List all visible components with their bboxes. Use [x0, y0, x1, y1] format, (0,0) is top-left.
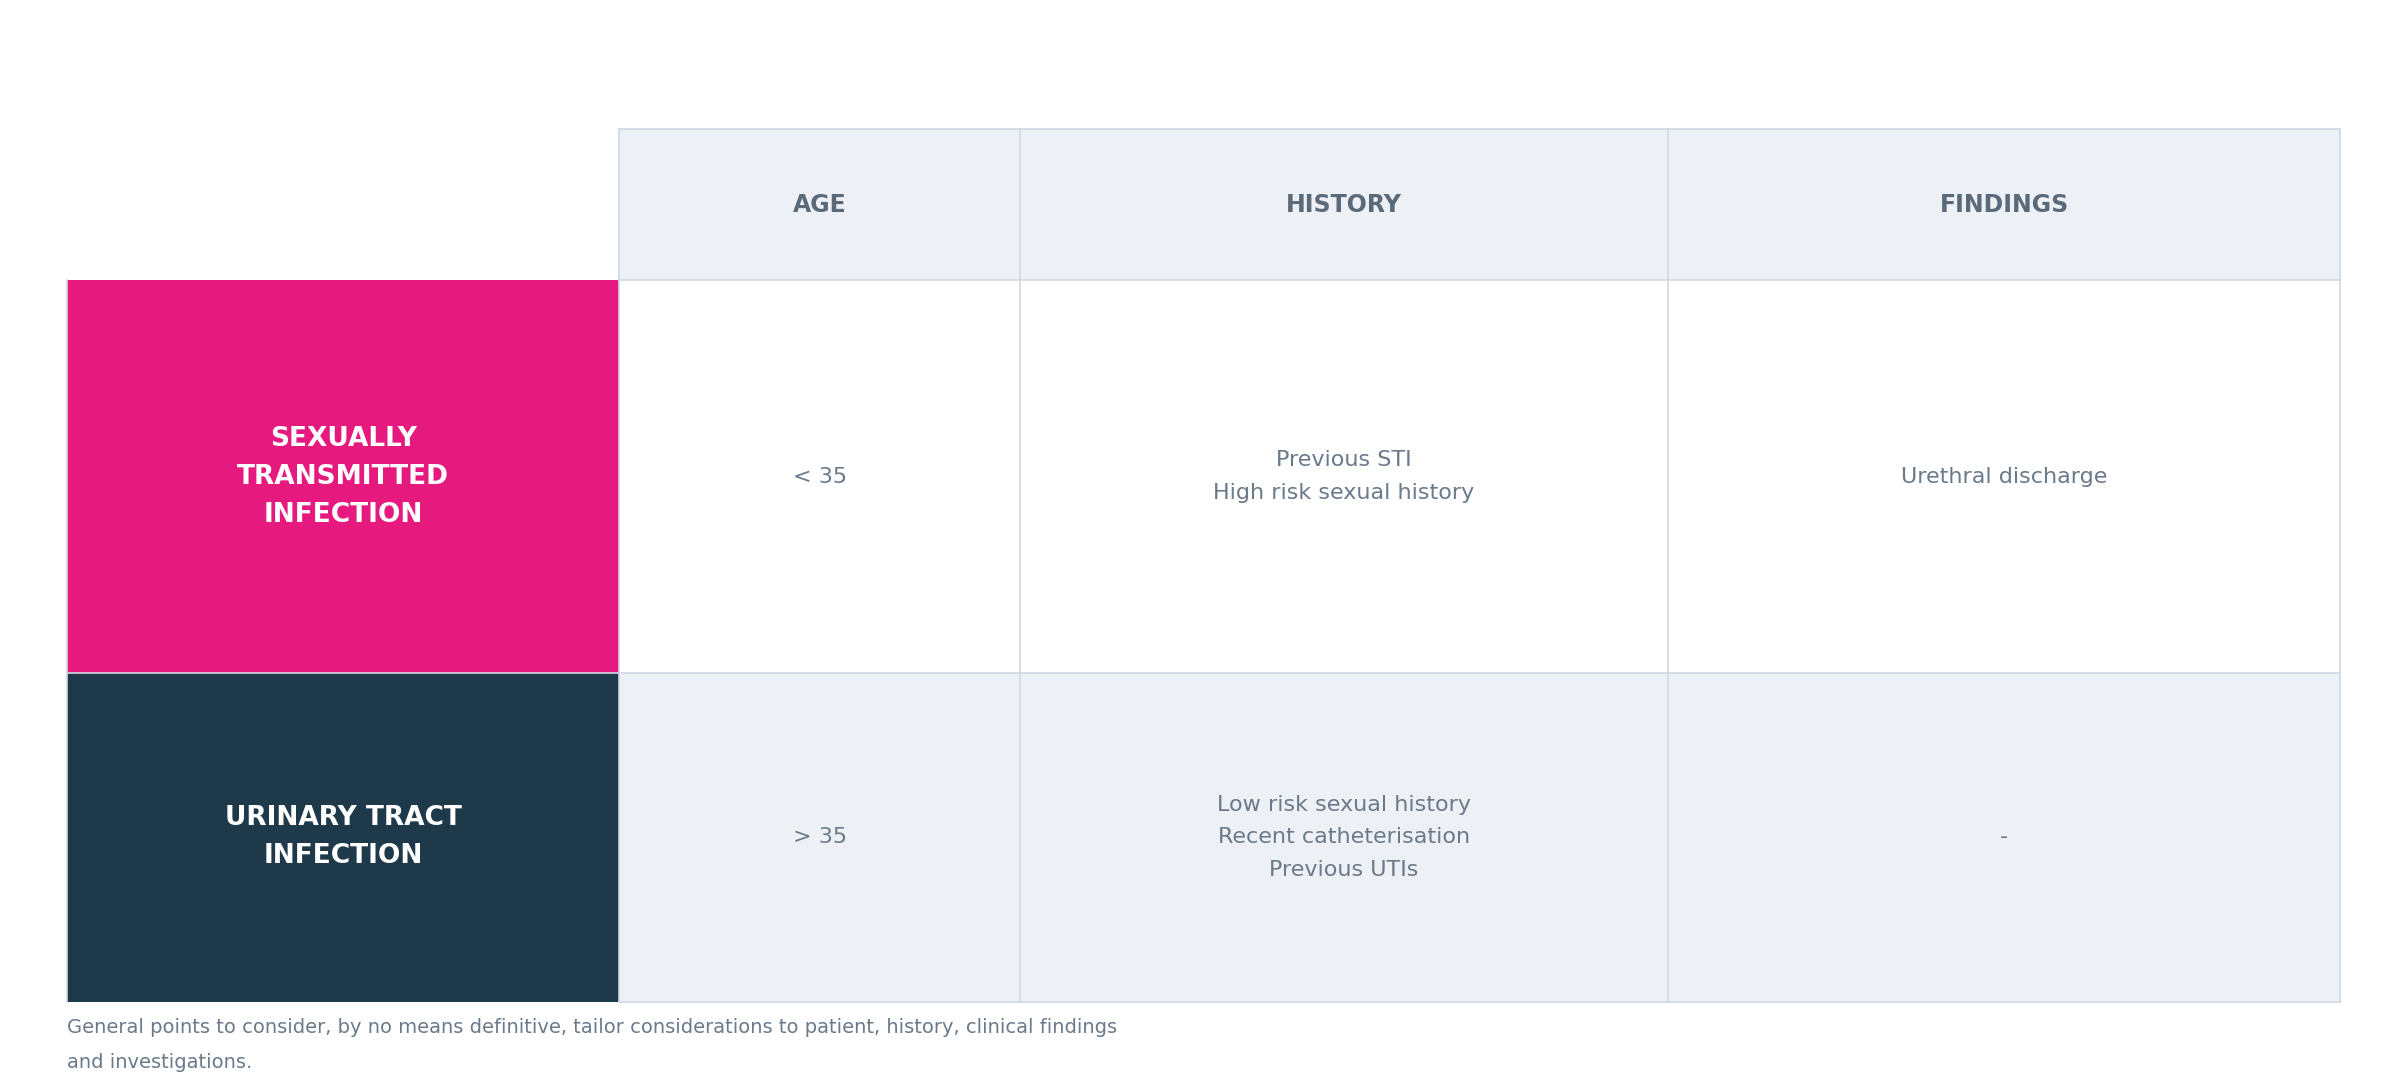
Text: -: - — [1999, 827, 2009, 848]
Text: Urethral discharge: Urethral discharge — [1901, 466, 2107, 487]
Text: Low risk sexual history
Recent catheterisation
Previous UTIs: Low risk sexual history Recent catheteri… — [1217, 795, 1471, 880]
Text: FINDINGS: FINDINGS — [1939, 193, 2069, 216]
Bar — [67, 280, 619, 673]
Text: < 35: < 35 — [792, 466, 847, 487]
Text: HISTORY: HISTORY — [1286, 193, 1402, 216]
Text: General points to consider, by no means definitive, tailor considerations to pat: General points to consider, by no means … — [67, 1018, 1118, 1037]
Text: > 35: > 35 — [792, 827, 847, 848]
Text: AGE: AGE — [792, 193, 847, 216]
Bar — [619, 129, 2340, 280]
Text: Previous STI
High risk sexual history: Previous STI High risk sexual history — [1214, 450, 1474, 503]
Bar — [619, 280, 2340, 673]
Bar — [67, 673, 619, 1002]
Bar — [619, 673, 2340, 1002]
Text: URINARY TRACT
INFECTION: URINARY TRACT INFECTION — [226, 806, 461, 869]
Text: and investigations.: and investigations. — [67, 1053, 252, 1073]
Text: SEXUALLY
TRANSMITTED
INFECTION: SEXUALLY TRANSMITTED INFECTION — [238, 425, 449, 528]
